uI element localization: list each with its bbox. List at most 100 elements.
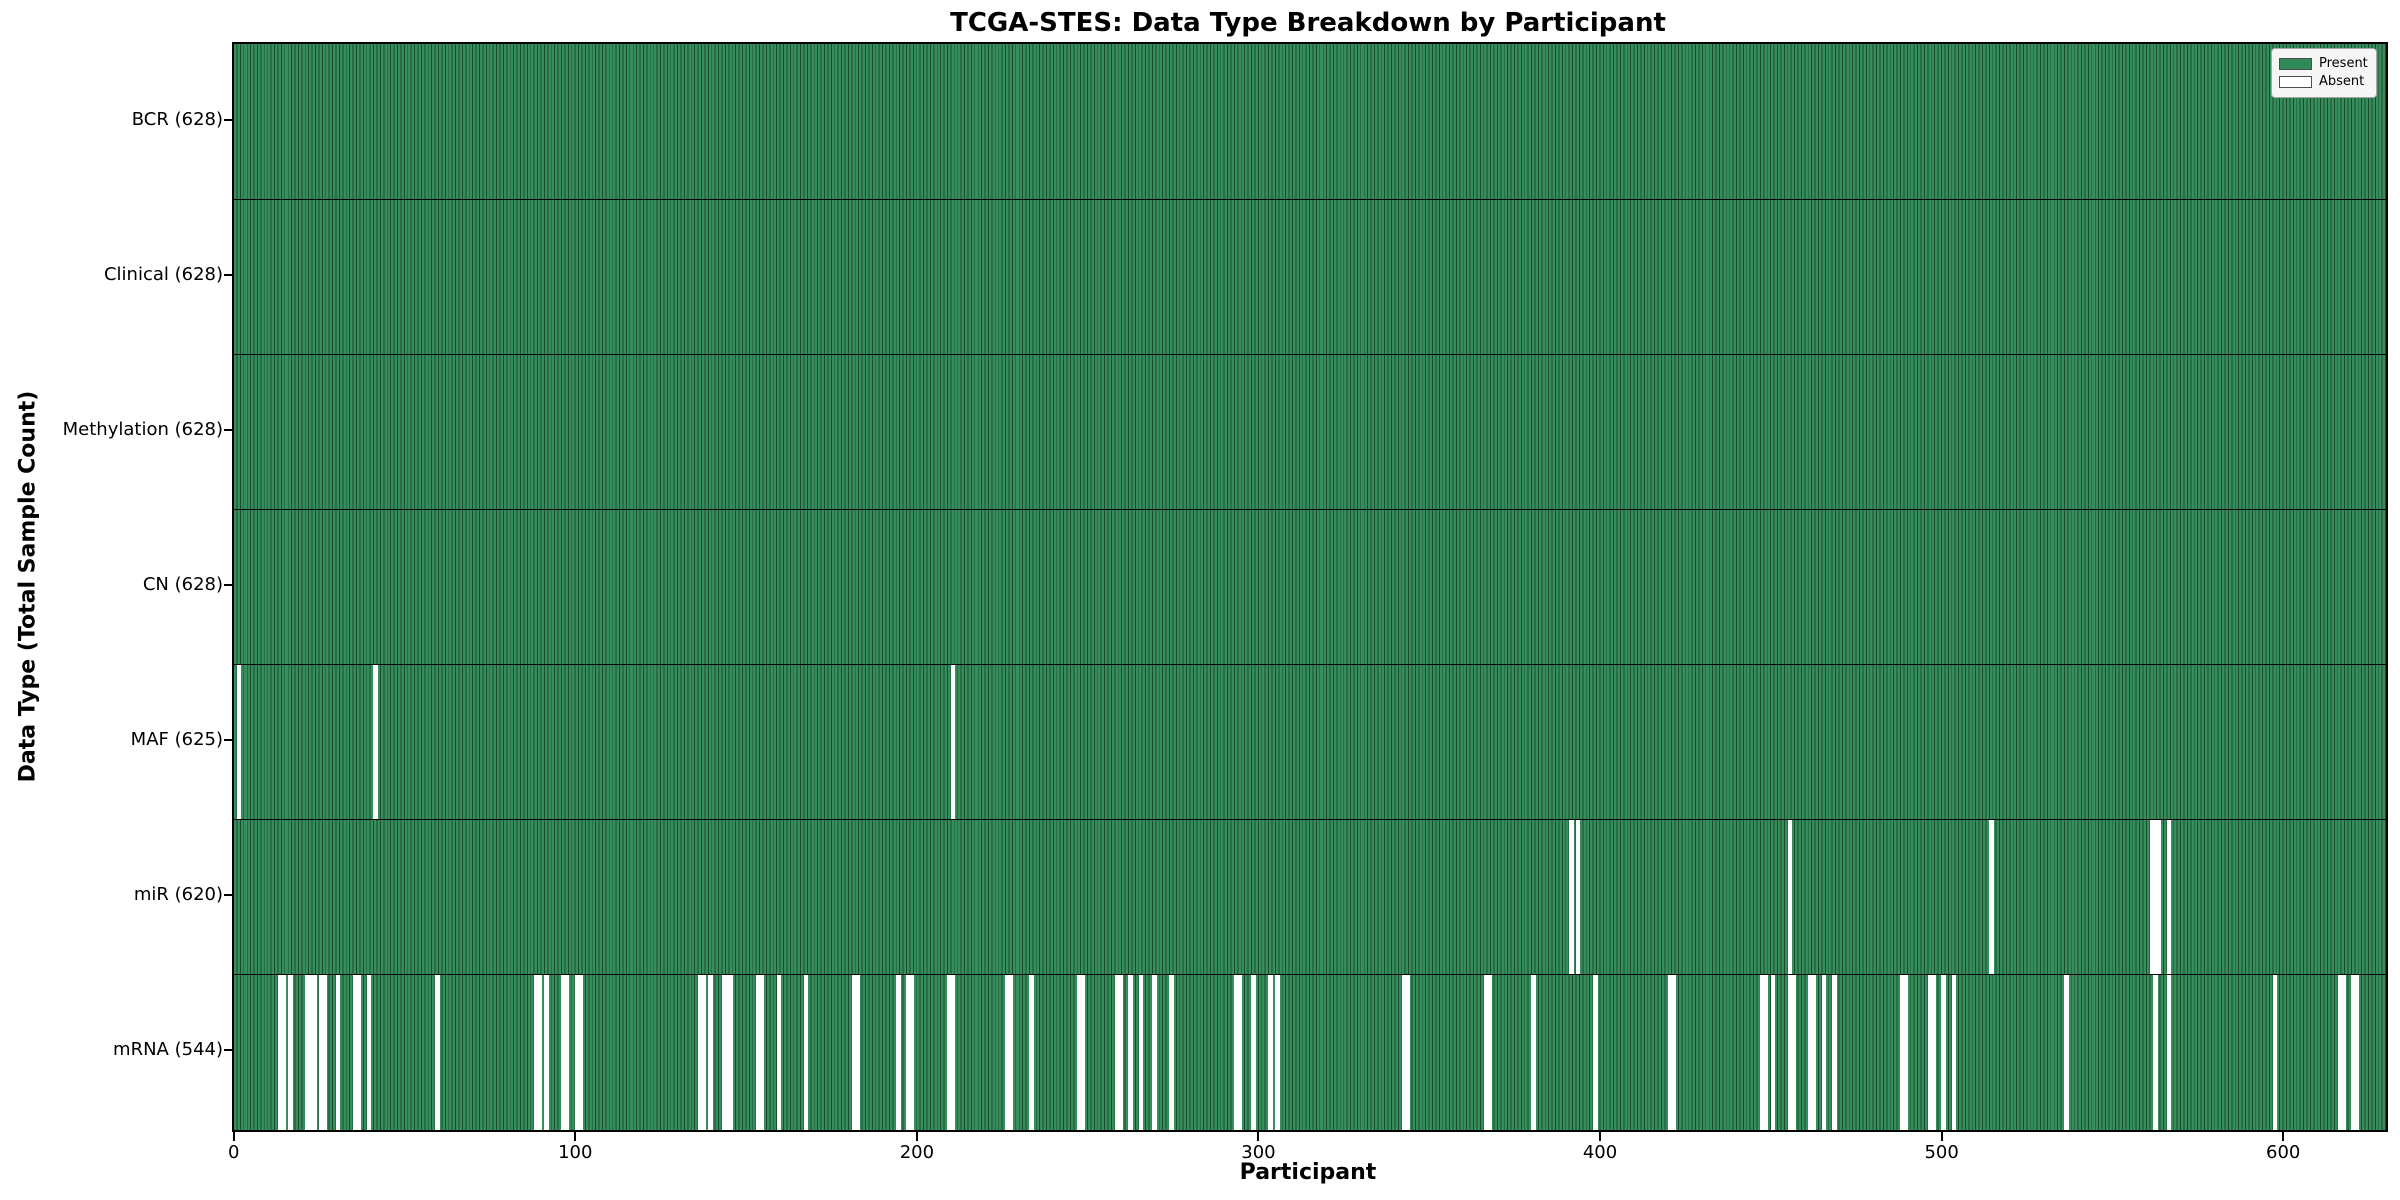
- absent-stripe-mRNA-456: [1791, 974, 1796, 1130]
- absent-stripe-mRNA-366: [1483, 974, 1489, 1130]
- absent-stripe-mRNA-26: [322, 974, 327, 1130]
- absent-stripe-mRNA-23: [311, 974, 317, 1130]
- absent-stripe-mRNA-620: [2351, 974, 2356, 1130]
- absent-stripe-mRNA-36: [356, 974, 361, 1130]
- absent-stripe-mRNA-455: [1787, 974, 1793, 1130]
- absent-stripe-miR-455: [1787, 819, 1793, 975]
- ytick-label-mRNA: mRNA (544): [113, 1039, 223, 1061]
- absent-stripe-mRNA-14: [281, 974, 286, 1130]
- absent-stripe-mRNA-59: [434, 974, 440, 1130]
- xtick-mark: [232, 1132, 235, 1141]
- absent-stripe-mRNA-144: [725, 974, 730, 1130]
- absent-stripe-mRNA-269: [1152, 974, 1157, 1130]
- absent-stripe-mRNA-380: [1531, 974, 1537, 1130]
- absent-stripe-mRNA-303: [1268, 974, 1274, 1130]
- absent-stripe-mRNA-465: [1821, 974, 1827, 1130]
- absent-stripe-mRNA-35: [352, 974, 358, 1130]
- row-separator: [234, 198, 2386, 200]
- absent-stripe-mRNA-536: [2064, 974, 2069, 1130]
- absent-stripe-mRNA-488: [1900, 974, 1905, 1130]
- absent-stripe-mRNA-461: [1808, 974, 1813, 1130]
- row-separator: [234, 819, 2386, 821]
- xtick-label-600: 600: [2266, 1142, 2301, 1163]
- absent-stripe-mRNA-143: [721, 974, 727, 1130]
- absent-stripe-mRNA-100: [574, 974, 580, 1130]
- legend: Present Absent: [2271, 48, 2377, 98]
- absent-stripe-mRNA-30: [335, 974, 341, 1130]
- ytick-label-Clinical: Clinical (628): [103, 263, 223, 285]
- absent-stripe-mRNA-500: [1941, 974, 1946, 1130]
- absent-stripe-mRNA-16: [288, 974, 293, 1130]
- absent-stripe-mRNA-154: [759, 974, 765, 1130]
- plot-area: [232, 42, 2388, 1132]
- row-separator: [234, 974, 2386, 976]
- ytick-label-BCR: BCR (628): [131, 108, 223, 130]
- absent-stripe-mRNA-25: [318, 974, 324, 1130]
- ytick-mark: [224, 894, 232, 897]
- absent-stripe-miR-393: [1575, 819, 1581, 975]
- absent-stripe-mRNA-597: [2272, 974, 2278, 1130]
- absent-stripe-mRNA-88: [533, 974, 539, 1130]
- ytick-label-CN: CN (628): [142, 574, 223, 595]
- absent-stripe-mRNA-97: [564, 974, 570, 1130]
- xtick-mark: [2282, 1132, 2285, 1141]
- legend-label-absent: Absent: [2319, 74, 2365, 89]
- absent-stripe-mRNA-294: [1237, 974, 1243, 1130]
- ytick-label-Methylation: Methylation (628): [62, 418, 223, 440]
- present-swatch-icon: [2279, 58, 2312, 70]
- ytick-label-miR: miR (620): [133, 884, 223, 906]
- absent-stripe-mRNA-503: [1951, 974, 1957, 1130]
- absent-stripe-mRNA-342: [1401, 974, 1407, 1130]
- absent-stripe-mRNA-89: [537, 974, 543, 1130]
- absent-stripe-mRNA-343: [1405, 974, 1410, 1130]
- absent-swatch-icon: [2279, 76, 2312, 88]
- xtick-label-400: 400: [1582, 1142, 1618, 1163]
- absent-stripe-mRNA-182: [855, 974, 860, 1130]
- xtick-label-0: 0: [227, 1142, 240, 1163]
- xtick-label-100: 100: [558, 1142, 593, 1163]
- absent-stripe-mRNA-194: [896, 974, 901, 1130]
- ytick-mark: [224, 584, 232, 586]
- absent-stripe-mRNA-262: [1128, 974, 1133, 1130]
- absent-stripe-mRNA-566: [2166, 974, 2172, 1130]
- absent-stripe-miR-563: [2156, 819, 2162, 975]
- absent-stripe-mRNA-137: [701, 974, 706, 1130]
- absent-stripe-miR-566: [2166, 819, 2172, 975]
- absent-stripe-mRNA-258: [1114, 974, 1120, 1130]
- absent-stripe-mRNA-198: [909, 974, 915, 1130]
- absent-stripe-mRNA-265: [1138, 974, 1144, 1130]
- ytick-label-MAF: MAF (625): [130, 729, 223, 751]
- absent-stripe-mRNA-136: [697, 974, 703, 1130]
- absent-stripe-MAF-210: [950, 664, 956, 820]
- xtick-mark: [1257, 1132, 1260, 1141]
- xtick-mark: [915, 1132, 918, 1141]
- ytick-mark: [224, 1049, 232, 1052]
- row-separator: [234, 508, 2386, 510]
- absent-stripe-mRNA-468: [1832, 974, 1837, 1130]
- absent-stripe-mRNA-139: [708, 974, 713, 1130]
- absent-stripe-mRNA-496: [1927, 974, 1933, 1130]
- absent-stripe-mRNA-305: [1275, 974, 1280, 1130]
- absent-stripe-mRNA-367: [1487, 974, 1492, 1130]
- legend-entry-present: Present: [2279, 56, 2369, 72]
- absent-stripe-mRNA-233: [1029, 974, 1034, 1130]
- xtick-mark: [1940, 1132, 1943, 1141]
- xtick-label-300: 300: [1241, 1142, 1276, 1163]
- present-bars-background: [234, 44, 2386, 1130]
- absent-stripe-MAF-41: [373, 664, 379, 820]
- absent-stripe-miR-561: [2149, 819, 2155, 975]
- xtick-mark: [574, 1132, 577, 1141]
- absent-stripe-mRNA-293: [1234, 974, 1239, 1130]
- absent-stripe-mRNA-274: [1169, 974, 1174, 1130]
- absent-stripe-mRNA-450: [1770, 974, 1776, 1130]
- x-axis-label: Participant: [1239, 1160, 1377, 1185]
- absent-stripe-MAF-1: [236, 664, 242, 820]
- absent-stripe-mRNA-209: [947, 974, 952, 1130]
- ytick-mark: [224, 428, 232, 431]
- absent-stripe-mRNA-421: [1671, 974, 1677, 1130]
- absent-stripe-mRNA-398: [1592, 974, 1598, 1130]
- absent-stripe-mRNA-96: [561, 974, 566, 1130]
- absent-stripe-mRNA-22: [308, 974, 314, 1130]
- ytick-mark: [224, 739, 232, 742]
